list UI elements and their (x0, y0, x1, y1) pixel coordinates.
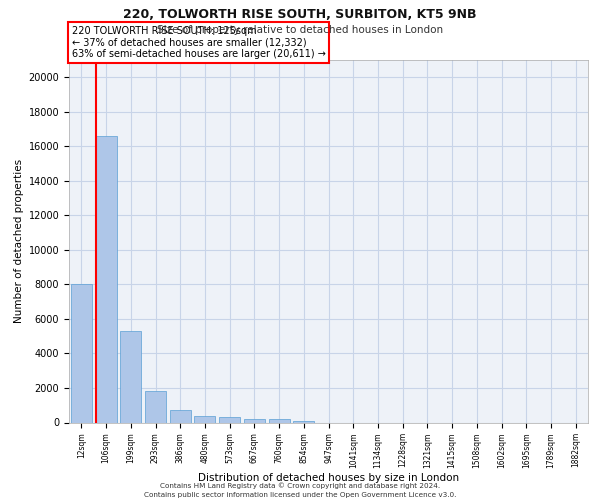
Text: Contains HM Land Registry data © Crown copyright and database right 2024.
Contai: Contains HM Land Registry data © Crown c… (144, 482, 456, 498)
Text: 220, TOLWORTH RISE SOUTH, SURBITON, KT5 9NB: 220, TOLWORTH RISE SOUTH, SURBITON, KT5 … (123, 8, 477, 20)
Text: 220 TOLWORTH RISE SOUTH: 125sqm
← 37% of detached houses are smaller (12,332)
63: 220 TOLWORTH RISE SOUTH: 125sqm ← 37% of… (71, 26, 325, 59)
Text: Size of property relative to detached houses in London: Size of property relative to detached ho… (157, 25, 443, 35)
Bar (269, 419, 290, 422)
Y-axis label: Number of detached properties: Number of detached properties (14, 159, 25, 324)
Bar (71, 284, 92, 422)
Bar (219, 418, 240, 422)
X-axis label: Distribution of detached houses by size in London: Distribution of detached houses by size … (198, 474, 459, 484)
Bar (244, 419, 265, 422)
Bar (145, 391, 166, 422)
Bar (120, 331, 141, 422)
Bar (95, 136, 116, 422)
Bar (194, 416, 215, 422)
Bar (170, 410, 191, 422)
Bar (293, 420, 314, 422)
